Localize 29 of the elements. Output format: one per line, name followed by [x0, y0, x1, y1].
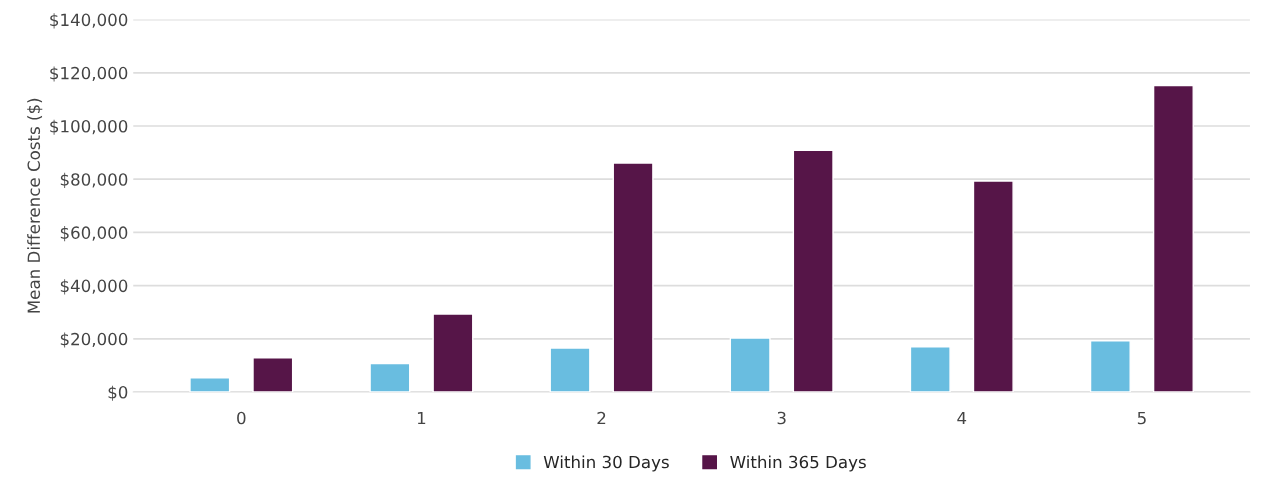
bar [612, 162, 654, 392]
legend-label: Within 365 Days [730, 455, 866, 472]
bar [729, 337, 771, 392]
y-tick-label: $20,000 [60, 332, 128, 348]
x-tick-label: 0 [237, 411, 246, 425]
y-tick-label: $0 [108, 385, 128, 401]
bar [1152, 84, 1194, 392]
bar [972, 180, 1014, 392]
y-tick-label: $100,000 [50, 119, 128, 135]
bar [432, 313, 474, 392]
x-tick-label: 4 [957, 411, 967, 425]
x-tick-label: 2 [597, 411, 606, 425]
bar [189, 377, 231, 392]
x-tick-label: 1 [417, 411, 426, 425]
x-tick-label: 3 [777, 411, 786, 425]
bar [549, 347, 591, 392]
bar [369, 362, 411, 392]
bar [1089, 340, 1131, 392]
y-tick-label: $80,000 [60, 172, 128, 188]
bar [252, 356, 294, 392]
y-axis-title: Mean Difference Costs ($) [27, 98, 43, 313]
bar [792, 149, 834, 392]
y-tick-label: $140,000 [50, 13, 128, 29]
y-tick-label: $120,000 [50, 66, 128, 82]
bar [909, 346, 951, 392]
x-tick-label: 5 [1137, 411, 1146, 425]
y-tick-label: $40,000 [60, 279, 128, 295]
y-tick-label: $60,000 [60, 226, 128, 242]
legend-label: Within 30 Days [543, 455, 669, 472]
